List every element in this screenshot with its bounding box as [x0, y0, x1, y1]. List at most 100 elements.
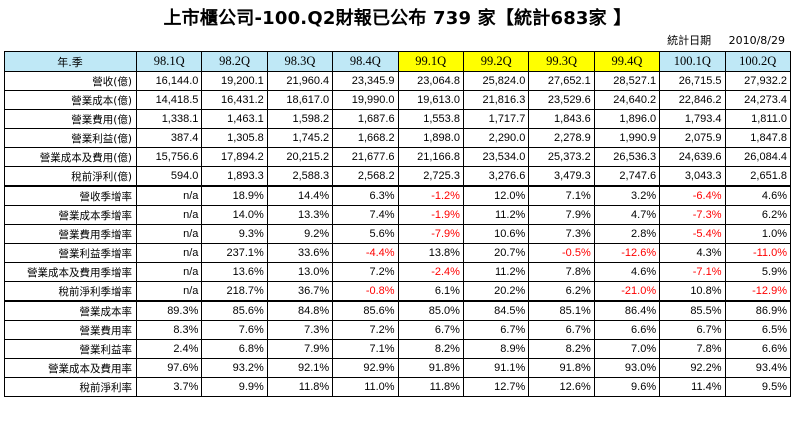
- table-cell: 12.7%: [462, 377, 530, 397]
- table-cell: 36.7%: [266, 281, 334, 302]
- table-cell: 14.4%: [266, 185, 334, 206]
- table-cell: 1,896.0: [593, 109, 661, 129]
- column-header: 100.1Q: [659, 51, 726, 72]
- table-cell: 6.7%: [397, 320, 464, 340]
- table-cell: 6.3%: [332, 185, 399, 206]
- table-cell: 7.0%: [593, 339, 661, 359]
- row-label: 稅前淨利季增率: [4, 281, 137, 302]
- table-cell: 85.6%: [201, 300, 268, 321]
- row-label: 營收(億): [4, 71, 137, 91]
- row-label: 營業成本及費用(億): [4, 147, 137, 167]
- table-cell: 8.2%: [397, 339, 464, 359]
- row-label: 營業成本率: [4, 300, 137, 321]
- table-cell: 23,345.9: [332, 71, 399, 91]
- table-cell: -2.4%: [397, 262, 464, 282]
- table-cell: 2,290.0: [462, 128, 530, 148]
- row-label: 營業利益(億): [4, 128, 137, 148]
- table-cell: 92.2%: [659, 358, 726, 378]
- table-cell: 7.3%: [266, 320, 334, 340]
- table-cell: 27,652.1: [528, 71, 595, 91]
- table-cell: 1,811.0: [724, 109, 792, 129]
- table-cell: n/a: [135, 224, 203, 244]
- table-cell: -0.8%: [332, 281, 399, 302]
- table-row: 稅前淨利(億) 594.0 1,893.3 2,588.3 2,568.2 2,725.3…: [4, 166, 792, 187]
- column-header: 99.4Q: [593, 51, 661, 72]
- table-cell: 93.4%: [724, 358, 792, 378]
- table-cell: -11.0%: [724, 243, 792, 263]
- table-cell: 1,843.6: [528, 109, 595, 129]
- row-label: 營業成本(億): [4, 90, 137, 110]
- table-cell: 21,816.3: [462, 90, 530, 110]
- table-cell: 3.2%: [593, 185, 661, 206]
- table-cell: 25,373.2: [528, 147, 595, 167]
- table-cell: 1,668.2: [332, 128, 399, 148]
- table-cell: 1,893.3: [201, 166, 268, 187]
- table-cell: 6.8%: [201, 339, 268, 359]
- table-row: 營業利益率 2.4% 6.8% 7.9% 7.1% 8.2% 8.9% 8.2% 7.0% 7.8…: [4, 339, 792, 359]
- table-cell: 4.6%: [593, 262, 661, 282]
- table-cell: 24,273.4: [724, 90, 792, 110]
- row-label: 營業利益率: [4, 339, 137, 359]
- table-row: 營業費用季增率 n/a 9.3% 9.2% 5.6% -7.9% 10.6% 7.3% 2.8%…: [4, 224, 792, 244]
- table-cell: 84.5%: [462, 300, 530, 321]
- table-row: 營業利益(億) 387.4 1,305.8 1,745.2 1,668.2 1,898.0…: [4, 128, 792, 148]
- table-cell: 3,276.6: [462, 166, 530, 187]
- table-cell: 13.8%: [397, 243, 464, 263]
- table-cell: 1,717.7: [462, 109, 530, 129]
- table-cell: 2,588.3: [266, 166, 334, 187]
- table-cell: 16,144.0: [135, 71, 203, 91]
- table-cell: -1.9%: [397, 205, 464, 225]
- table-cell: 89.3%: [135, 300, 203, 321]
- column-header: 100.2Q: [724, 51, 792, 72]
- table-cell: n/a: [135, 262, 203, 282]
- table-cell: 84.8%: [266, 300, 334, 321]
- row-label: 營收季增率: [4, 185, 137, 206]
- table-cell: -0.5%: [528, 243, 595, 263]
- table-row: 稅前淨利季增率 n/a 218.7% 36.7% -0.8% 6.1% 20.2% 6.2% -…: [4, 281, 792, 302]
- table-cell: 6.7%: [528, 320, 595, 340]
- table-cell: 92.1%: [266, 358, 334, 378]
- table-cell: 6.6%: [724, 339, 792, 359]
- table-cell: 2,075.9: [659, 128, 726, 148]
- table-cell: 1,687.6: [332, 109, 399, 129]
- table-row: 營業成本及費用(億) 15,756.6 17,894.2 20,215.2 21,677…: [4, 147, 792, 167]
- row-label: 營業費用(億): [4, 109, 137, 129]
- table-cell: 93.2%: [201, 358, 268, 378]
- row-label: 營業利益季增率: [4, 243, 137, 263]
- table-cell: 11.8%: [397, 377, 464, 397]
- stat-date: 統計日期 2010/8/29: [653, 32, 785, 48]
- row-label: 營業費用率: [4, 320, 137, 340]
- table-cell: 33.6%: [266, 243, 334, 263]
- row-label: 稅前淨利率: [4, 377, 137, 397]
- table-cell: 6.7%: [462, 320, 530, 340]
- column-header: 98.1Q: [135, 51, 203, 72]
- table-row: 營業成本季增率 n/a 14.0% 13.3% 7.4% -1.9% 11.2% 7.9% 4.…: [4, 205, 792, 225]
- table-cell: 2.4%: [135, 339, 203, 359]
- table-cell: 9.3%: [201, 224, 268, 244]
- table-cell: 6.1%: [397, 281, 464, 302]
- table-cell: 23,534.0: [462, 147, 530, 167]
- table-row: 稅前淨利率 3.7% 9.9% 11.8% 11.0% 11.8% 12.7% 12.6% 9.…: [4, 377, 792, 397]
- table-cell: n/a: [135, 281, 203, 302]
- table-cell: 24,640.2: [593, 90, 661, 110]
- table-cell: 2,747.6: [593, 166, 661, 187]
- table-cell: 5.9%: [724, 262, 792, 282]
- table-cell: 13.0%: [266, 262, 334, 282]
- page-title: 上市櫃公司-100.Q2財報已公布 739 家【統計683家 】: [163, 8, 632, 29]
- table-cell: -5.4%: [659, 224, 726, 244]
- table-cell: 17,894.2: [201, 147, 268, 167]
- row-label: 營業成本季增率: [4, 205, 137, 225]
- table-cell: 9.2%: [266, 224, 334, 244]
- table-cell: 7.1%: [528, 185, 595, 206]
- table-cell: 21,960.4: [266, 71, 334, 91]
- stat-date-value: 2010/8/29: [728, 34, 785, 47]
- table-cell: n/a: [135, 243, 203, 263]
- row-label: 營業成本及費用率: [4, 358, 137, 378]
- table-cell: 9.9%: [201, 377, 268, 397]
- table-cell: 91.8%: [397, 358, 464, 378]
- table-cell: 27,932.2: [724, 71, 792, 91]
- table-cell: 1,338.1: [135, 109, 203, 129]
- table-cell: 4.6%: [724, 185, 792, 206]
- table-row: 營業利益季增率 n/a 237.1% 33.6% -4.4% 13.8% 20.7% -0.5…: [4, 243, 792, 263]
- table-cell: 91.1%: [462, 358, 530, 378]
